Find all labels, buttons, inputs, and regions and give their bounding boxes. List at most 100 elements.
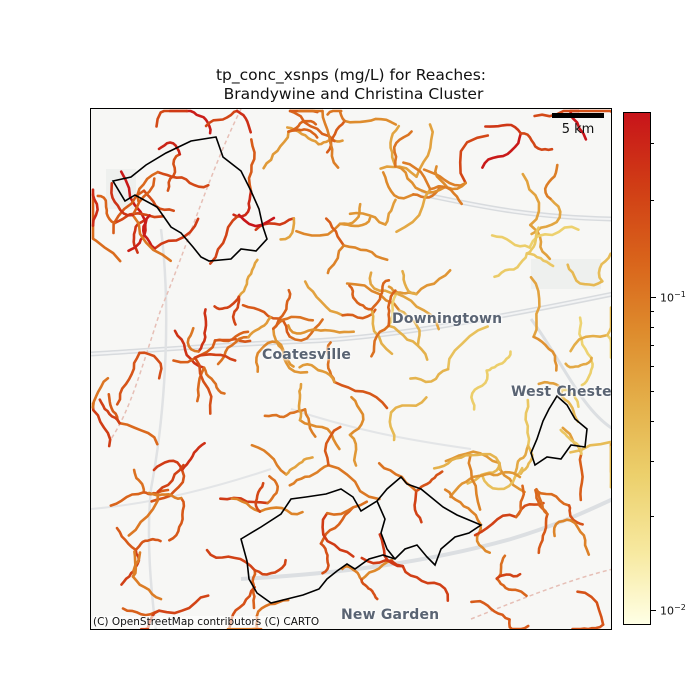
river-reach bbox=[275, 341, 295, 368]
river-reach bbox=[473, 513, 518, 537]
river-reach bbox=[606, 333, 611, 359]
river-reach bbox=[348, 395, 365, 437]
river-reach bbox=[370, 324, 390, 358]
road bbox=[420, 193, 611, 220]
river-reach bbox=[409, 367, 450, 384]
river-reach bbox=[402, 161, 432, 191]
watershed-boundary bbox=[240, 475, 483, 604]
place-label-downingtown: Downingtown bbox=[392, 311, 503, 327]
river-reach bbox=[569, 519, 591, 556]
road bbox=[420, 191, 611, 222]
river-reach bbox=[343, 117, 398, 126]
river-reach bbox=[475, 522, 491, 554]
river-reach bbox=[157, 141, 182, 156]
river-reach bbox=[368, 271, 398, 295]
scale-bar-label: 5 km bbox=[561, 122, 595, 137]
river-reach bbox=[560, 388, 580, 423]
river-reach bbox=[449, 474, 484, 499]
colorbar-minor-tick bbox=[651, 311, 654, 312]
river-reach bbox=[258, 506, 304, 516]
river-reach bbox=[387, 324, 429, 361]
river-reach bbox=[580, 356, 594, 387]
place-label-coatesville: Coatesville bbox=[262, 347, 352, 363]
river-reach bbox=[432, 453, 472, 470]
river-reach bbox=[341, 565, 363, 581]
river-reach bbox=[529, 276, 541, 339]
river-reach bbox=[360, 558, 394, 581]
scale-bar: 5 km bbox=[551, 113, 605, 137]
river-reach bbox=[490, 234, 531, 249]
river-reach bbox=[231, 295, 241, 326]
colorbar-major-tick bbox=[651, 297, 656, 298]
reach-network bbox=[91, 109, 611, 629]
river-reach bbox=[569, 333, 609, 353]
river-reach bbox=[535, 487, 549, 516]
river-reach bbox=[495, 572, 522, 580]
river-reach bbox=[272, 288, 292, 330]
colorbar-gradient bbox=[624, 113, 650, 624]
river-reach bbox=[288, 109, 336, 143]
map-panel[interactable]: Downingtown Coatesville West Chester New… bbox=[90, 108, 612, 630]
chart-title-line2: Brandywine and Christina Cluster bbox=[218, 85, 484, 103]
river-reach bbox=[237, 213, 276, 228]
river-reach bbox=[168, 496, 186, 542]
river-reach bbox=[115, 351, 141, 406]
colorbar-major-tick bbox=[651, 610, 656, 611]
river-reach bbox=[467, 453, 482, 511]
chart-title: tp_conc_xsnps (mg/L) for Reaches: Brandy… bbox=[90, 66, 612, 104]
river-reach bbox=[263, 408, 307, 419]
road bbox=[529, 318, 611, 430]
river-reach bbox=[226, 626, 258, 629]
river-reach bbox=[156, 170, 210, 189]
river-reach bbox=[495, 577, 528, 598]
river-reach bbox=[279, 217, 296, 241]
river-reach bbox=[247, 138, 256, 193]
colorbar-minor-tick bbox=[651, 327, 654, 328]
river-reach bbox=[360, 578, 379, 601]
river-reach bbox=[156, 463, 185, 494]
river-reach bbox=[484, 123, 523, 135]
map-attribution: (C) OpenStreetMap contributors (C) CARTO bbox=[93, 616, 320, 628]
river-reach bbox=[297, 382, 303, 422]
river-reach bbox=[202, 366, 226, 395]
river-reach bbox=[147, 491, 183, 500]
river-reach bbox=[326, 109, 346, 123]
river-reach bbox=[253, 558, 287, 576]
river-reach bbox=[388, 411, 396, 442]
river-reach bbox=[561, 388, 580, 408]
river-reach bbox=[284, 456, 314, 476]
river-reach bbox=[91, 224, 122, 263]
map-canvas bbox=[91, 109, 611, 629]
river-reach bbox=[91, 188, 99, 227]
river-reach bbox=[537, 380, 564, 391]
river-reach bbox=[98, 398, 121, 425]
river-reach bbox=[196, 366, 206, 403]
river-reach bbox=[287, 128, 319, 139]
river-reach bbox=[321, 511, 355, 558]
river-reach bbox=[444, 450, 501, 465]
river-reach bbox=[325, 500, 369, 516]
river-reach bbox=[480, 470, 522, 479]
river-reach bbox=[131, 550, 138, 578]
river-reach bbox=[166, 153, 182, 192]
river-reach bbox=[303, 280, 344, 317]
river-reach bbox=[142, 488, 170, 496]
river-reach bbox=[389, 396, 428, 414]
river-reach bbox=[333, 380, 389, 410]
river-reach bbox=[205, 548, 257, 572]
river-reach bbox=[338, 216, 372, 228]
river-reach bbox=[323, 328, 355, 334]
river-reach bbox=[481, 132, 523, 169]
river-reach bbox=[458, 134, 490, 185]
river-reach bbox=[209, 213, 241, 265]
river-reach bbox=[377, 462, 418, 493]
river-reach bbox=[131, 177, 156, 217]
river-reach bbox=[571, 623, 605, 629]
river-reach bbox=[577, 109, 611, 113]
river-reach bbox=[155, 109, 189, 128]
river-reach bbox=[287, 324, 327, 335]
chart-title-line1: tp_conc_xsnps (mg/L) for Reaches: bbox=[215, 66, 487, 84]
place-label-west-chester: West Chester bbox=[511, 384, 612, 400]
river-reach bbox=[262, 130, 290, 170]
river-reach bbox=[197, 308, 208, 353]
